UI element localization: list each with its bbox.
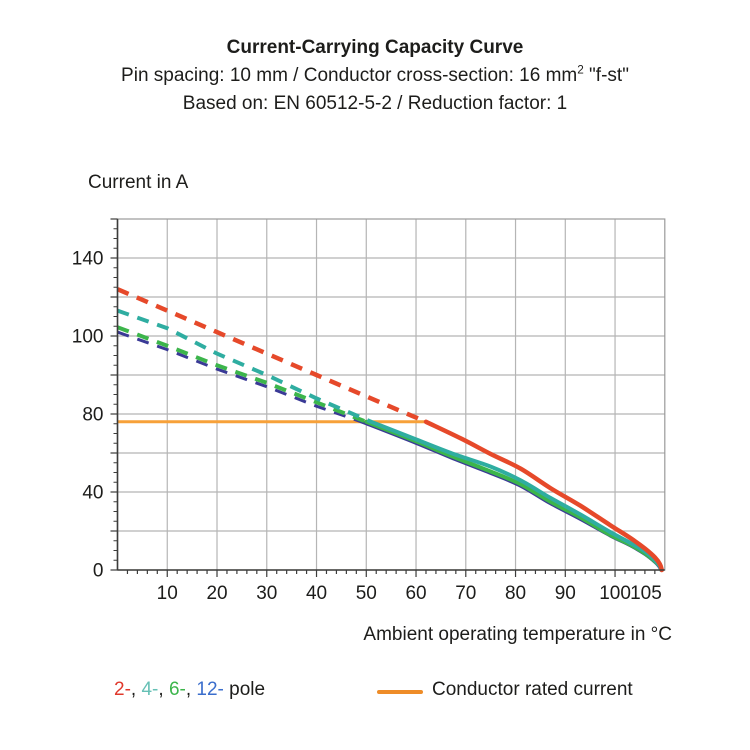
legend-pole-suffix: pole: [223, 679, 266, 700]
x-tick-label: 90: [555, 583, 576, 604]
subtitle-superscript: 2: [577, 63, 584, 77]
curve-12-pole-solid: [359, 420, 663, 572]
curve-6-pole-dashed: [116, 325, 368, 424]
legend-entry-4-pole: 4-: [141, 679, 159, 700]
x-tick-label: 50: [356, 583, 377, 604]
y-tick-label: 0: [93, 561, 104, 582]
legend-separator: ,: [185, 679, 197, 700]
x-tick-label: 20: [206, 583, 227, 604]
x-tick-label: 40: [306, 583, 327, 604]
chart-subtitle: Pin spacing: 10 mm / Conductor cross-sec…: [0, 62, 750, 90]
y-axis-title: Current in A: [88, 172, 189, 193]
y-tick-label: 100: [72, 327, 104, 348]
legend-entry-6-pole: 6-: [168, 679, 186, 700]
chart-title: Current-Carrying Capacity Curve: [226, 37, 524, 58]
chart-basis-note: Based on: EN 60512-5-2 / Reduction facto…: [182, 93, 568, 114]
subtitle-suffix: "f-st": [583, 65, 629, 86]
axis-ticks: [110, 218, 656, 577]
subtitle-text: Pin spacing: 10 mm / Conductor cross-sec…: [121, 65, 578, 86]
legend-pole-entries: 2-, 4-, 6-, 12- pole: [114, 679, 265, 701]
curve-2-pole-solid: [423, 419, 665, 573]
chart-title-block: Current-Carrying Capacity Curve Pin spac…: [0, 34, 750, 118]
legend-separator: ,: [130, 679, 142, 700]
x-tick-label: 30: [256, 583, 277, 604]
legend-rated-current-swatch: [377, 690, 423, 694]
legend-separator: ,: [158, 679, 169, 700]
curve-2-pole-dashed: [116, 287, 427, 424]
x-axis-title: Ambient operating temperature in °C: [363, 624, 672, 645]
y-tick-label: 40: [82, 483, 103, 504]
x-tick-label: 70: [455, 583, 476, 604]
curve-12-pole-dashed: [117, 330, 362, 424]
x-tick-label: 80: [505, 583, 526, 604]
x-tick-labels: 10 20 30 40 50 60 70 80 90 100 105: [157, 583, 662, 604]
y-tick-label: 80: [82, 405, 103, 426]
x-tick-label: 10: [157, 583, 178, 604]
y-tick-labels: 0 40 80 100 140: [72, 249, 104, 582]
legend-rated-current-label: Conductor rated current: [432, 679, 633, 700]
pole-curves: [116, 287, 665, 573]
curve-6-pole-solid: [364, 419, 664, 572]
y-tick-label: 140: [72, 249, 104, 270]
legend-entry-2-pole: 2-: [114, 679, 131, 700]
x-tick-label: 100: [599, 583, 631, 604]
x-tick-label: 105: [630, 583, 662, 604]
legend-entry-12-pole: 12-: [196, 679, 224, 700]
curve-4-pole-dashed: [116, 308, 372, 424]
x-tick-label: 60: [405, 583, 426, 604]
